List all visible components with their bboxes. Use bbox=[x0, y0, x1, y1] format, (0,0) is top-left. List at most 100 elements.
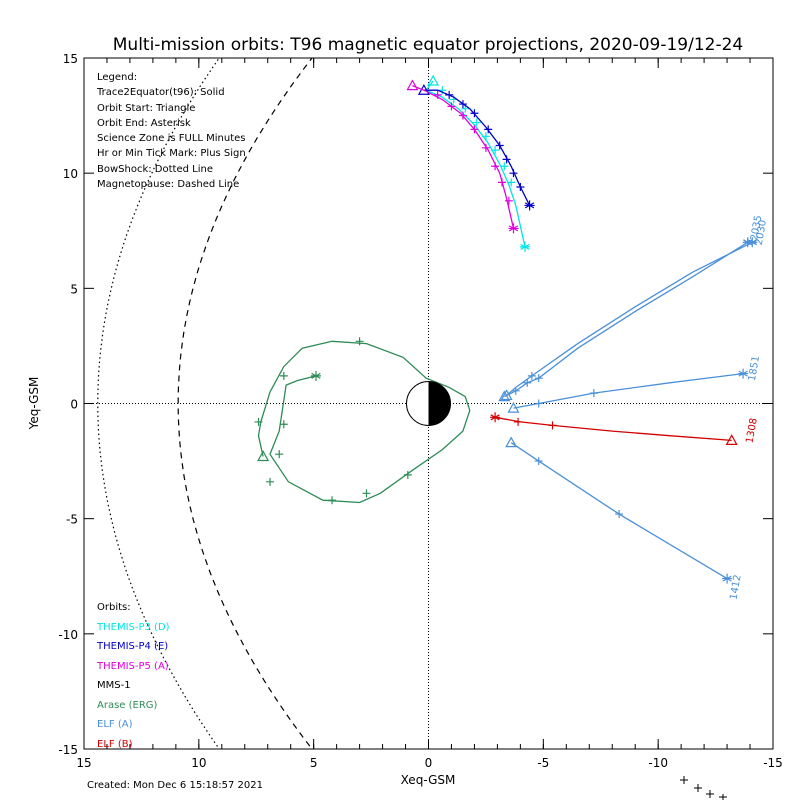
orbit-series bbox=[500, 237, 758, 401]
orbit-tick-mark bbox=[481, 132, 490, 141]
orbit-time-label: 1412 bbox=[728, 574, 743, 601]
orbit-tick-mark bbox=[491, 162, 500, 171]
orbit-entry-mms-1: MMS-1 bbox=[97, 680, 131, 691]
orbit-tick-mark bbox=[470, 125, 479, 134]
orbit-end-asterisk bbox=[508, 223, 519, 234]
orbit-tick-mark bbox=[279, 371, 288, 380]
orbit-tick-mark bbox=[500, 162, 509, 171]
orbit-tick-mark bbox=[445, 90, 454, 99]
orbit-end-asterisk bbox=[519, 241, 530, 252]
orbit-tick-mark bbox=[254, 417, 263, 426]
orbit-entry-elf-b: ELF (B) bbox=[97, 738, 133, 750]
orbit-tick-mark bbox=[275, 450, 284, 459]
orbit-line bbox=[506, 241, 753, 396]
y-tick-label: -10 bbox=[58, 628, 78, 642]
orbit-start-triangle bbox=[406, 79, 419, 91]
magnetopause-curve bbox=[177, 58, 313, 749]
orbit-line bbox=[257, 340, 471, 504]
orbit-tick-mark bbox=[504, 196, 513, 205]
legend-entry: BowShock: Dotted Line bbox=[97, 163, 213, 175]
legend-entry: Orbit End: Asterisk bbox=[97, 117, 191, 129]
orbit-line bbox=[423, 89, 531, 206]
x-tick-label: -15 bbox=[763, 756, 783, 770]
y-axis-label: Yeq-GSM bbox=[27, 377, 41, 431]
x-axis-label: Xeq-GSM bbox=[401, 773, 456, 787]
orbit-end-asterisk bbox=[747, 237, 758, 248]
legend-entry: Science Zone is FULL Minutes bbox=[97, 133, 246, 145]
orbit-time-label: 1851 bbox=[747, 355, 762, 382]
y-tick-label: -15 bbox=[58, 743, 78, 757]
x-tick-label: 10 bbox=[191, 756, 206, 770]
orbit-end-asterisk bbox=[524, 200, 535, 211]
orbit-series bbox=[490, 412, 738, 445]
orbit-tick-mark bbox=[495, 141, 504, 150]
orbit-series bbox=[417, 84, 535, 211]
legend-header: Legend: bbox=[97, 72, 138, 83]
orbit-time-label: 2035 bbox=[749, 215, 764, 242]
orbit-line bbox=[510, 442, 728, 580]
orbit-tick-mark bbox=[534, 374, 543, 383]
orbit-tick-mark bbox=[403, 470, 412, 479]
orbit-series bbox=[505, 436, 733, 584]
legend: Legend: Trace2Equator(t96): Solid Orbit … bbox=[97, 70, 246, 192]
orbit-end-asterisk bbox=[738, 368, 749, 379]
created-timestamp: Created: Mon Dec 6 15:18:57 2021 bbox=[87, 780, 263, 791]
orbit-tick-mark bbox=[523, 378, 532, 387]
orbit-tick-mark bbox=[615, 510, 624, 519]
y-tick-label: 10 bbox=[63, 167, 78, 181]
legend-entry: Orbit Start: Triangle bbox=[97, 102, 196, 114]
orbit-line bbox=[494, 416, 732, 442]
x-tick-label: 0 bbox=[425, 756, 433, 770]
series-layer bbox=[254, 74, 758, 584]
orbit-tick-mark bbox=[472, 118, 481, 127]
x-tick-label: 15 bbox=[76, 756, 91, 770]
orbit-end-asterisk bbox=[310, 370, 321, 381]
orbit-series bbox=[507, 368, 749, 413]
orbit-tick-mark bbox=[355, 337, 364, 346]
orbit-start-triangle bbox=[257, 450, 270, 462]
legend-entry: Magnetopause: Dashed Line bbox=[97, 179, 240, 191]
bowshock-curve bbox=[97, 58, 220, 749]
y-tick-label: 0 bbox=[70, 398, 78, 412]
orbit-entry-arase: Arase (ERG) bbox=[97, 699, 158, 711]
orbit-series bbox=[254, 337, 471, 505]
orbit-time-label: 1308 bbox=[745, 417, 760, 444]
orbit-line bbox=[504, 241, 749, 398]
orbit-tick-mark bbox=[548, 421, 557, 430]
x-tick-label: -10 bbox=[648, 756, 668, 770]
orbit-tick-mark bbox=[433, 90, 442, 99]
orbit-series bbox=[425, 74, 530, 252]
orbit-tick-mark bbox=[491, 146, 500, 155]
orbit-tick-mark bbox=[328, 496, 337, 505]
orbit-start-triangle bbox=[505, 436, 518, 448]
legend-entry: Hr or Min Tick Mark: Plus Sign bbox=[97, 148, 246, 160]
orbit-start-triangle bbox=[725, 434, 738, 445]
y-tick-label: -5 bbox=[66, 513, 78, 527]
x-tick-label: -5 bbox=[537, 756, 549, 770]
axes-group: 15 10 5 0 -5 -10 -15 -15 -10 -5 0 5 10 15 bbox=[58, 52, 782, 770]
orbit-end-asterisk bbox=[490, 412, 501, 423]
orbit-tick-mark bbox=[266, 477, 275, 486]
orbit-tick-mark bbox=[497, 178, 506, 187]
orbit-tick-mark bbox=[534, 399, 543, 408]
earth-icon bbox=[406, 381, 451, 426]
orbit-tick-mark bbox=[516, 182, 525, 191]
orbit-tick-mark bbox=[458, 100, 467, 109]
orbits-legend: Orbits: THEMIS-P3 (D) THEMIS-P4 (E) THEM… bbox=[97, 598, 170, 754]
chart-title: Multi-mission orbits: T96 magnetic equat… bbox=[113, 35, 744, 55]
decorative-plus-marks bbox=[680, 776, 727, 800]
orbit-tick-mark bbox=[362, 489, 371, 498]
orbit-tick-mark bbox=[484, 125, 493, 134]
orbit-start-triangle bbox=[427, 74, 440, 86]
orbit-tick-mark bbox=[481, 143, 490, 152]
orbit-line bbox=[513, 372, 744, 409]
orbit-time-label: 2030 bbox=[754, 219, 769, 246]
orbit-tick-mark bbox=[509, 169, 518, 178]
orbit-tick-mark bbox=[470, 109, 479, 118]
orbits-legend-header: Orbits: bbox=[97, 602, 131, 613]
orbit-tick-mark bbox=[279, 420, 288, 429]
orbit-entry-themis-p4: THEMIS-P4 (E) bbox=[97, 641, 169, 652]
orbit-tick-mark bbox=[514, 417, 523, 426]
orbit-series bbox=[406, 79, 519, 234]
